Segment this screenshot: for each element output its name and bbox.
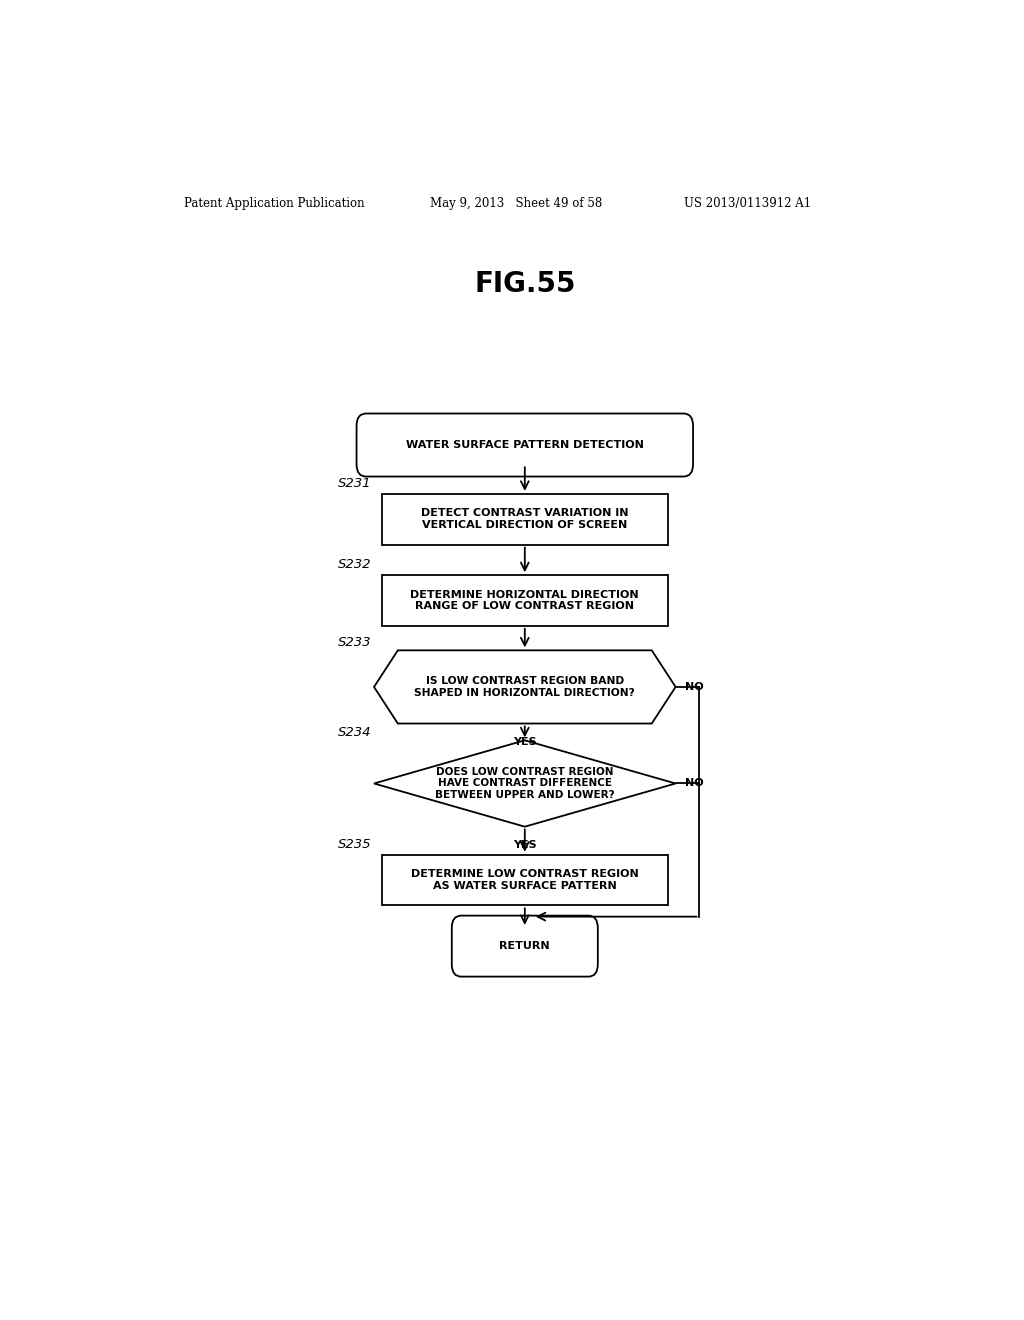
Text: YES: YES — [513, 737, 537, 747]
Polygon shape — [374, 741, 676, 826]
FancyBboxPatch shape — [452, 916, 598, 977]
Text: S233: S233 — [338, 636, 372, 648]
Text: IS LOW CONTRAST REGION BAND
SHAPED IN HORIZONTAL DIRECTION?: IS LOW CONTRAST REGION BAND SHAPED IN HO… — [415, 676, 635, 698]
Text: S231: S231 — [338, 477, 372, 490]
Text: DETECT CONTRAST VARIATION IN
VERTICAL DIRECTION OF SCREEN: DETECT CONTRAST VARIATION IN VERTICAL DI… — [421, 508, 629, 531]
Text: YES: YES — [513, 840, 537, 850]
Text: S235: S235 — [338, 838, 372, 851]
FancyBboxPatch shape — [356, 413, 693, 477]
Text: DOES LOW CONTRAST REGION
HAVE CONTRAST DIFFERENCE
BETWEEN UPPER AND LOWER?: DOES LOW CONTRAST REGION HAVE CONTRAST D… — [435, 767, 614, 800]
Text: FIG.55: FIG.55 — [474, 271, 575, 298]
Text: DETERMINE LOW CONTRAST REGION
AS WATER SURFACE PATTERN: DETERMINE LOW CONTRAST REGION AS WATER S… — [411, 870, 639, 891]
Text: S234: S234 — [338, 726, 372, 739]
Bar — [382, 576, 668, 626]
Text: NO: NO — [685, 682, 703, 692]
Text: May 9, 2013   Sheet 49 of 58: May 9, 2013 Sheet 49 of 58 — [430, 197, 602, 210]
Bar — [382, 854, 668, 906]
Text: NO: NO — [685, 779, 703, 788]
Polygon shape — [374, 651, 676, 723]
Text: DETERMINE HORIZONTAL DIRECTION
RANGE OF LOW CONTRAST REGION: DETERMINE HORIZONTAL DIRECTION RANGE OF … — [411, 590, 639, 611]
Text: S232: S232 — [338, 558, 372, 572]
Bar — [382, 494, 668, 545]
Text: Patent Application Publication: Patent Application Publication — [183, 197, 365, 210]
Text: WATER SURFACE PATTERN DETECTION: WATER SURFACE PATTERN DETECTION — [406, 440, 644, 450]
Text: RETURN: RETURN — [500, 941, 550, 952]
Text: US 2013/0113912 A1: US 2013/0113912 A1 — [684, 197, 811, 210]
